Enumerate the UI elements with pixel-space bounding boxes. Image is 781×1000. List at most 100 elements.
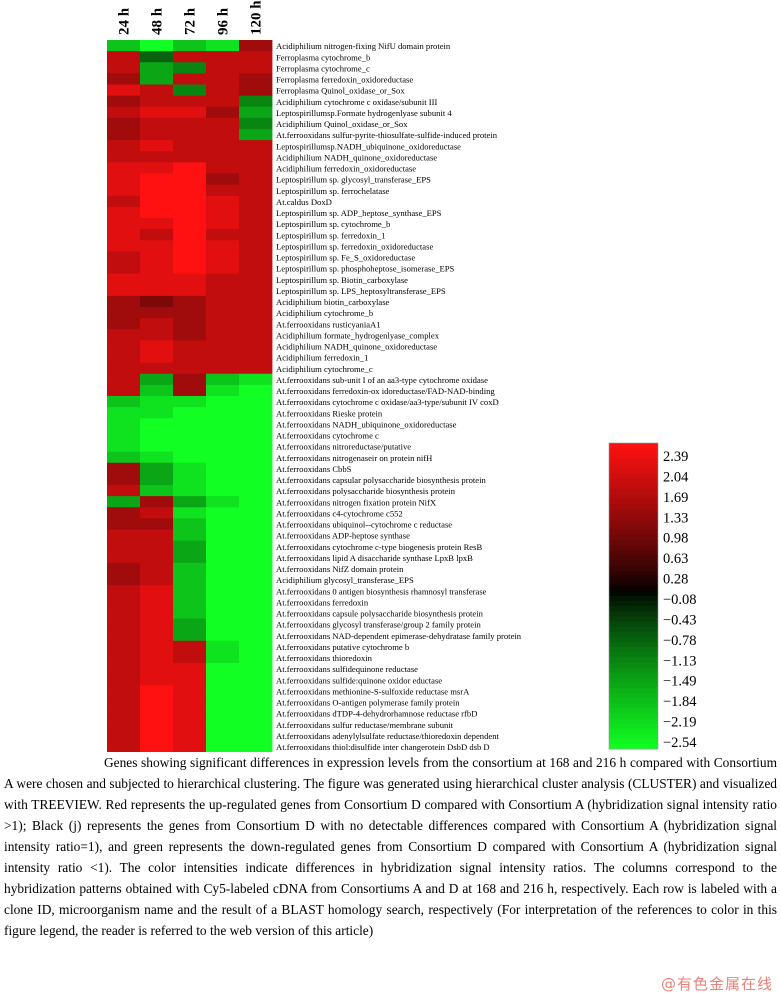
color-scale-step <box>609 626 658 633</box>
row-label: At.ferrooxidans sulfidequinone reductase <box>276 664 418 674</box>
heatmap-cell <box>239 640 273 653</box>
color-scale-step <box>609 550 658 556</box>
color-scale-step <box>609 529 658 536</box>
heatmap-cell <box>107 529 141 542</box>
heatmap-cell <box>173 729 207 742</box>
heatmap-cell <box>173 485 207 497</box>
heatmap-cell <box>140 485 174 497</box>
heatmap-cell <box>107 418 141 430</box>
color-scale-step <box>609 524 658 531</box>
row-label: At.ferrooxidans thioredoxin <box>276 653 373 663</box>
heatmap-cell <box>206 240 240 252</box>
row-label: Leptospirillum sp. ADP_heptose_synthase_… <box>276 208 442 218</box>
heatmap-cell <box>239 729 273 742</box>
heatmap-cell <box>140 496 174 508</box>
heatmap-cell <box>107 707 141 720</box>
heatmap-cell <box>107 640 141 653</box>
heatmap-cell <box>140 518 174 530</box>
heatmap-cell <box>140 551 174 564</box>
heatmap-cell <box>107 585 141 597</box>
color-scale-step <box>609 652 658 658</box>
heatmap-cell <box>140 596 174 608</box>
color-scale-tick-label: −0.43 <box>663 612 697 628</box>
column-label: 72 h <box>183 7 199 35</box>
heatmap-cell <box>239 451 273 464</box>
heatmap-cell <box>206 295 240 308</box>
heatmap-cell <box>239 229 273 241</box>
heatmap-cell <box>140 95 174 108</box>
heatmap-cell <box>173 251 207 263</box>
row-label: Leptospirillum sp. cytochrome_b <box>276 219 390 229</box>
heatmap-cell <box>239 240 273 252</box>
heatmap-cell <box>140 140 174 152</box>
heatmap-chart: 24 h 48 h 72 h 96 h 120 h Acidiphilium nitro… <box>107 0 697 752</box>
heatmap-cell <box>173 262 207 275</box>
heatmap-cell <box>107 551 141 564</box>
heatmap-cell <box>239 351 273 364</box>
color-scale-step <box>609 677 658 684</box>
heatmap-cell <box>239 440 273 453</box>
heatmap-cell <box>140 229 174 241</box>
heatmap-cell <box>140 184 174 197</box>
heatmap-cell <box>173 529 207 542</box>
heatmap-cell <box>206 307 240 319</box>
color-scale-tick-label: 2.39 <box>663 449 688 465</box>
heatmap-cell <box>107 151 141 163</box>
heatmap-cell <box>140 440 174 453</box>
heatmap-cell <box>173 151 207 163</box>
row-label: At.ferrooxidans putative cytochrome b <box>276 642 409 652</box>
heatmap-cell <box>239 262 273 275</box>
heatmap-cell <box>140 507 174 519</box>
heatmap-cell <box>206 173 240 186</box>
heatmap-cell <box>140 329 174 341</box>
heatmap-cell <box>239 396 273 408</box>
heatmap-cell <box>140 707 174 720</box>
watermark: @有色金属在线 <box>660 975 773 993</box>
heatmap-cell <box>206 84 240 97</box>
heatmap-cell <box>173 229 207 241</box>
heatmap-cell <box>173 351 207 364</box>
heatmap-cell <box>140 640 174 653</box>
heatmap-cell <box>107 462 141 475</box>
color-scale-step <box>609 601 658 607</box>
row-label: At.ferrooxidans Rieske protein <box>276 408 383 418</box>
column-label: 120 h <box>249 0 265 35</box>
heatmap-cell <box>173 540 207 553</box>
heatmap-cell <box>173 129 207 141</box>
heatmap-cell <box>107 218 141 230</box>
heatmap-cell <box>140 273 174 286</box>
heatmap-cell <box>239 462 273 475</box>
heatmap-cell <box>173 585 207 597</box>
heatmap-cell <box>173 329 207 341</box>
heatmap-cell <box>239 685 273 697</box>
row-label: Leptospirillum sp. Fe_S_oxidoreductase <box>276 253 415 263</box>
row-label: Acidiphilium ferredoxin_oxidoreductase <box>276 164 416 174</box>
row-label: At.ferrooxidans rusticyaniaA1 <box>276 319 381 329</box>
heatmap-cell <box>239 718 273 731</box>
row-label: Leptospirillum sp. Biotin_carboxylase <box>276 275 408 285</box>
heatmap-cell <box>206 218 240 230</box>
row-label: Ferroplasma ferredoxin_oxidoreductase <box>276 75 413 85</box>
heatmap-cell <box>173 340 207 352</box>
heatmap-cell <box>239 106 273 119</box>
color-scale-step <box>609 504 658 510</box>
heatmap-cell <box>107 518 141 530</box>
heatmap-cell <box>206 396 240 408</box>
heatmap-cell <box>107 718 141 731</box>
heatmap-cell <box>140 84 174 97</box>
color-scale-step <box>609 606 658 612</box>
heatmap-cell <box>206 162 240 174</box>
heatmap-cell <box>140 351 174 364</box>
row-label: Leptospirillumsp.Formate hydrogenlyase s… <box>276 108 452 118</box>
color-scale-step <box>609 560 658 566</box>
row-label: Acidiphilium glycosyl_transferase_EPS <box>276 575 414 585</box>
heatmap-cell <box>107 607 141 619</box>
heatmap-cell <box>140 740 174 752</box>
heatmap-cell <box>173 106 207 119</box>
color-scale-step <box>609 636 658 643</box>
row-label: At.ferrooxidans ADP-heptose synthase <box>276 531 410 541</box>
color-scale-step <box>609 621 658 628</box>
heatmap-cell <box>206 451 240 464</box>
heatmap-cell <box>206 440 240 453</box>
row-label: Leptospirillum sp. ferredoxin_oxidoreduc… <box>276 241 433 251</box>
